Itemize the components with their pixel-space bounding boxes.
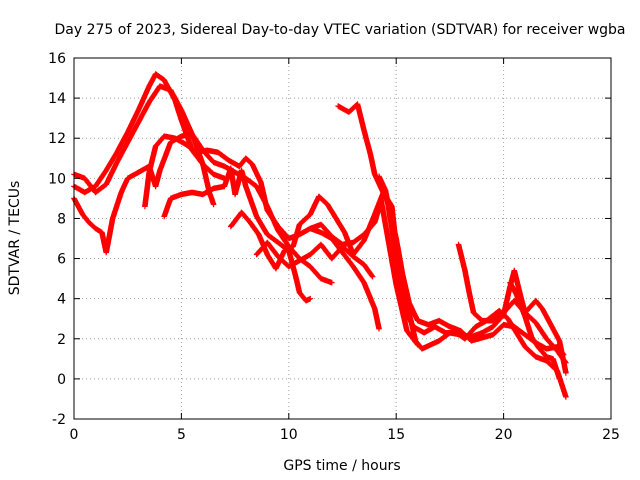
- series-markers: [307, 197, 421, 348]
- x-tick-label: 5: [177, 427, 186, 443]
- chart-title: Day 275 of 2023, Sidereal Day-to-day VTE…: [54, 22, 625, 38]
- y-tick-label: 2: [57, 332, 66, 348]
- plot-frame: [73, 57, 612, 420]
- y-tick-label: 0: [57, 372, 66, 388]
- x-tick-label: 10: [280, 427, 298, 443]
- grid: [74, 58, 611, 419]
- series-arc12: [507, 279, 563, 382]
- y-tick-label: 12: [48, 131, 66, 147]
- y-axis-label: SDTVAR / TECUs: [7, 181, 23, 296]
- data-series: [71, 71, 569, 400]
- x-tick-label: 25: [602, 427, 620, 443]
- series-markers: [161, 165, 314, 304]
- y-tick-label: -2: [52, 412, 66, 428]
- x-tick-label: 15: [387, 427, 405, 443]
- series-markers: [507, 279, 563, 382]
- y-tick-label: 10: [48, 171, 66, 187]
- y-tick-label: 6: [57, 252, 66, 268]
- y-tick-label: 14: [48, 91, 66, 107]
- y-tick-label: 4: [57, 292, 66, 308]
- series-arc4: [142, 133, 382, 332]
- series-markers: [142, 133, 382, 332]
- y-tick-label: 8: [57, 211, 66, 227]
- series-markers: [253, 239, 376, 280]
- series-arc5: [161, 165, 314, 304]
- series-arc10: [253, 239, 376, 280]
- x-axis-label: GPS time / hours: [283, 458, 400, 474]
- y-tick-label: 16: [48, 51, 66, 67]
- series-arc11: [307, 197, 421, 348]
- series-arc9: [455, 241, 569, 376]
- series-markers: [455, 241, 569, 376]
- x-tick-label: 20: [495, 427, 513, 443]
- x-tick-label: 0: [70, 427, 79, 443]
